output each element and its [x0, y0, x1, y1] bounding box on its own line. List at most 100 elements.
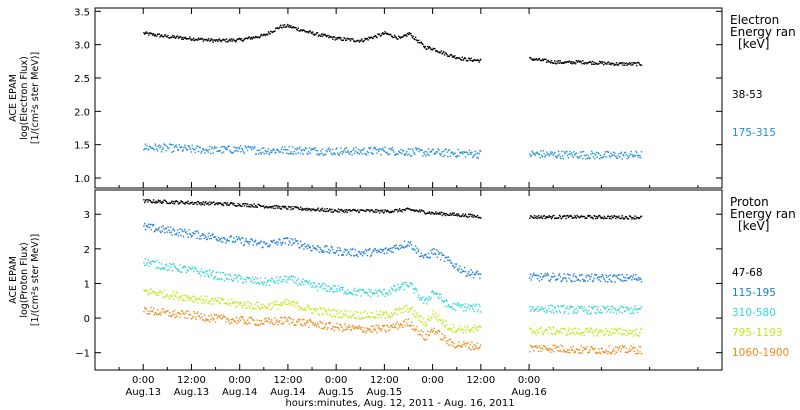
data-point [280, 26, 283, 28]
data-point [413, 38, 415, 40]
data-point [238, 317, 241, 319]
series-47-68 [143, 199, 643, 220]
data-point [155, 200, 157, 203]
data-point [300, 245, 303, 247]
data-point [315, 284, 317, 287]
data-point [460, 306, 463, 309]
data-point [276, 207, 279, 209]
data-point [548, 280, 550, 282]
data-point [558, 330, 561, 332]
data-point [615, 63, 617, 66]
data-point [575, 59, 578, 62]
data-point [373, 148, 375, 150]
data-point [346, 310, 348, 312]
data-point [240, 315, 242, 318]
data-point [355, 290, 357, 292]
data-point [465, 275, 467, 277]
data-point [464, 57, 466, 59]
data-point [262, 34, 264, 37]
data-point [159, 230, 161, 232]
data-point [312, 33, 315, 35]
data-point [364, 152, 366, 155]
data-point [143, 149, 145, 151]
data-point [185, 266, 187, 268]
data-point [640, 151, 643, 153]
legend-title-line: Energy ran [730, 25, 796, 39]
data-point [261, 147, 263, 149]
data-point [440, 50, 443, 52]
data-point [162, 267, 164, 269]
data-point [173, 35, 176, 38]
data-point [369, 330, 372, 333]
data-point [224, 316, 226, 318]
data-point [222, 298, 225, 300]
data-point [591, 150, 593, 153]
data-point [541, 154, 543, 157]
data-point [305, 322, 307, 324]
data-point [307, 321, 309, 323]
data-point [449, 212, 451, 215]
data-point [246, 241, 249, 243]
data-point [363, 250, 365, 253]
data-point [239, 301, 242, 303]
data-point [333, 330, 336, 332]
data-point [201, 203, 204, 205]
data-point [611, 215, 613, 217]
data-point [352, 38, 354, 40]
data-point [227, 299, 229, 301]
data-point [374, 34, 377, 37]
data-point [627, 63, 630, 65]
data-point [287, 279, 289, 281]
data-point [543, 58, 545, 60]
data-point [555, 278, 557, 281]
data-point [410, 209, 412, 211]
data-point [631, 279, 633, 281]
data-point [341, 153, 344, 155]
data-point [366, 254, 369, 257]
data-point [232, 151, 234, 154]
data-point [619, 306, 622, 308]
data-point [464, 345, 467, 347]
data-point [550, 276, 553, 278]
data-point [327, 210, 329, 212]
data-point [156, 150, 159, 152]
data-point [452, 265, 455, 267]
data-point [317, 153, 320, 155]
data-point [145, 225, 147, 227]
data-point [640, 353, 643, 355]
data-point [148, 265, 150, 267]
data-point [333, 309, 336, 311]
data-point [597, 152, 599, 154]
data-point [442, 300, 444, 302]
data-point [210, 314, 213, 316]
data-point [149, 310, 152, 312]
data-point [373, 317, 376, 319]
data-point [457, 148, 459, 151]
data-point [204, 275, 206, 278]
data-point [581, 63, 583, 65]
data-point [332, 38, 334, 40]
data-point [207, 39, 209, 41]
data-point [532, 307, 534, 309]
data-point [147, 32, 149, 34]
data-point [234, 41, 237, 43]
data-point [352, 209, 354, 211]
data-point [636, 308, 638, 310]
data-point [182, 266, 184, 268]
data-point [267, 245, 270, 247]
data-point [423, 302, 425, 304]
data-point [455, 263, 458, 265]
data-point [304, 31, 307, 33]
data-point [319, 210, 321, 212]
data-point [179, 297, 181, 299]
data-point [570, 281, 573, 283]
data-point [278, 321, 280, 323]
data-point [230, 235, 233, 237]
data-point [568, 153, 570, 155]
data-point [367, 249, 369, 251]
data-point [529, 215, 532, 217]
data-point [262, 306, 264, 309]
data-point [407, 311, 410, 313]
data-point [189, 148, 192, 150]
data-point [290, 25, 292, 27]
